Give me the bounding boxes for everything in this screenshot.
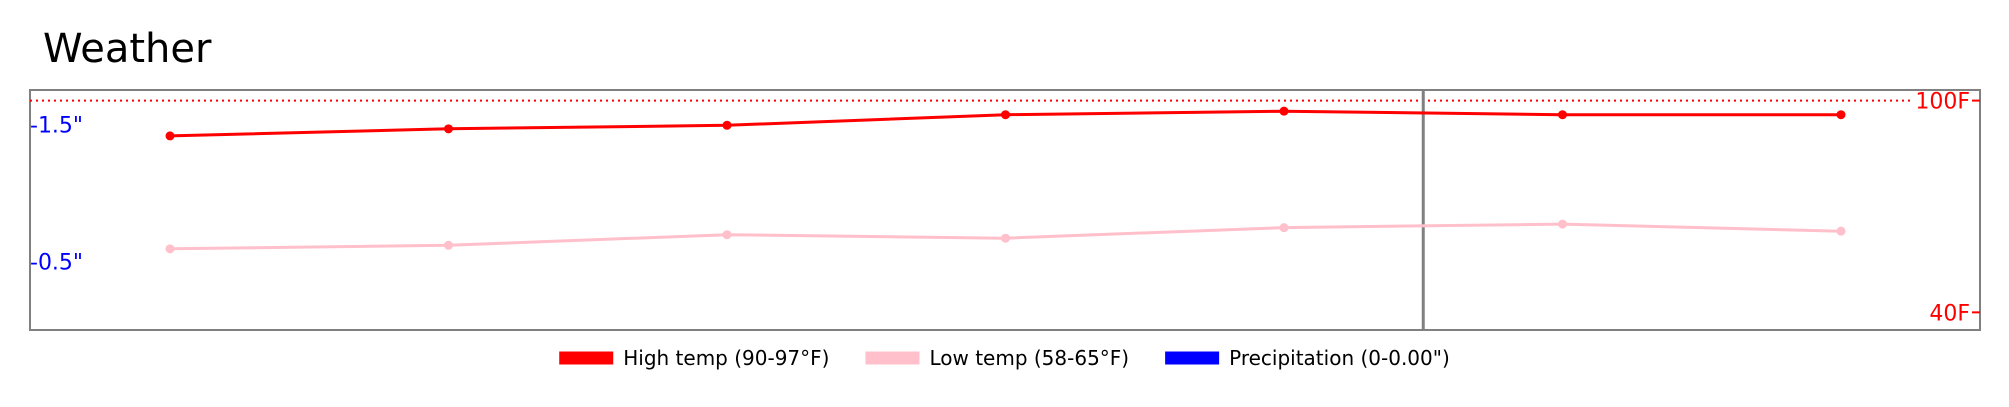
legend-label-2: Precipitation (0-0.00"): [1229, 346, 1450, 370]
series-0-point-6: [1836, 110, 1846, 120]
series-0-point-2: [722, 120, 732, 130]
precip-tick-label: -0.5": [30, 250, 83, 275]
series-0-point-4: [1279, 106, 1289, 116]
legend-label-1: Low temp (58-65°F): [929, 346, 1129, 370]
plot-area-frame: [29, 89, 1981, 331]
legend-swatch-2: [1165, 351, 1220, 365]
legend-swatch-0: [559, 351, 614, 365]
temp-tick-label: 100F: [1915, 90, 1970, 115]
legend-swatch-1: [865, 351, 920, 365]
series-1-point-3: [1001, 233, 1010, 243]
series-1-point-4: [1279, 223, 1289, 233]
series-1-point-0: [165, 244, 175, 254]
series-1-point-2: [722, 230, 732, 240]
series-0-point-0: [165, 131, 175, 141]
series-1-point-6: [1836, 226, 1846, 236]
legend-label-0: High temp (90-97°F): [623, 346, 829, 370]
series-1-point-1: [444, 240, 453, 250]
chart-legend: High temp (90-97°F) Low temp (58-65°F) Pre…: [559, 346, 1450, 370]
precip-tick-label: -1.5": [30, 113, 83, 138]
series-0-point-1: [444, 124, 453, 134]
series-0-point-3: [1001, 110, 1010, 120]
series-1-point-5: [1558, 219, 1567, 229]
temp-tick-label: 40F: [1929, 301, 1970, 326]
chart-title: Weather: [43, 26, 212, 72]
series-0-point-5: [1558, 110, 1567, 120]
